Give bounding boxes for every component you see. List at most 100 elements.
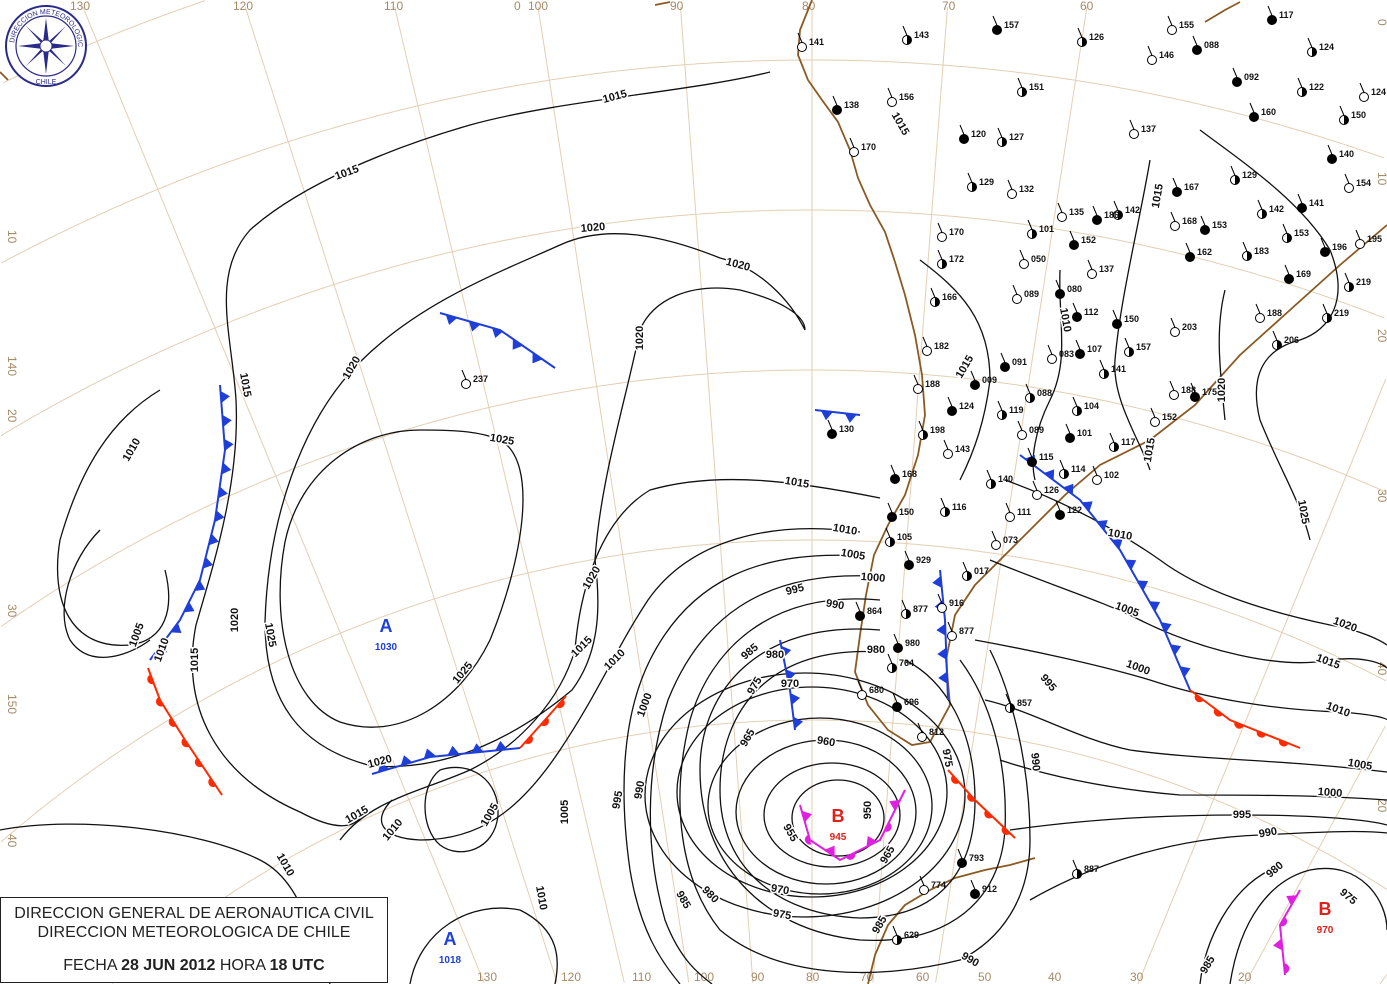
station-circle-icon — [959, 134, 969, 144]
station-pressure: 080 — [1067, 284, 1082, 294]
isobar — [649, 575, 871, 984]
isobar-label: 1015 — [1314, 652, 1341, 672]
wind-barb-icon — [937, 222, 943, 233]
cloud-cover-icon — [1064, 469, 1069, 479]
cold-front-triangle — [936, 623, 946, 636]
pressure-center-value: 1030 — [375, 642, 398, 653]
station-circle-icon — [1170, 327, 1180, 337]
station-plot: 151 — [1017, 77, 1044, 97]
isobar — [623, 554, 861, 984]
isobar-label: 1015 — [784, 475, 810, 491]
warm-front — [1189, 689, 1301, 749]
isobar-label: 990 — [1258, 825, 1278, 840]
isobar-label: 1010 — [1057, 307, 1073, 333]
station-plot: 142 — [1257, 199, 1284, 219]
cloud-cover-icon — [1077, 869, 1082, 879]
station-plot: 157 — [992, 15, 1019, 35]
station-pressure: 812 — [929, 727, 944, 737]
isobar-label: 1000 — [1124, 658, 1151, 678]
organization-line1: DIRECCION GENERAL DE AERONAUTICA CIVIL — [14, 905, 374, 922]
wind-barb-icon — [1025, 383, 1031, 394]
pressure-center-letter: B — [1319, 899, 1332, 919]
station-plot: 172 — [937, 249, 964, 269]
isobar — [989, 559, 1387, 669]
isobar-label: 1015 — [189, 648, 201, 672]
station-circle-icon — [1057, 212, 1067, 222]
isobar — [1114, 159, 1151, 471]
hour-value: 18 UTC — [269, 957, 325, 974]
wind-barb-icon — [1232, 67, 1238, 78]
station-pressure: 120 — [971, 129, 986, 139]
latitude-label: 0 — [1375, 19, 1387, 26]
isobar — [191, 71, 771, 827]
station-pressure: 089 — [1029, 425, 1044, 435]
isobar-label: 950 — [862, 801, 874, 819]
isobar — [791, 779, 885, 857]
cold-front-triangle — [1286, 895, 1298, 906]
meridian-line — [1137, 378, 1387, 984]
wind-barb-icon — [930, 287, 936, 298]
station-circle-icon — [1147, 55, 1157, 65]
wind-barb-icon — [970, 370, 976, 381]
station-circle-icon — [1172, 187, 1182, 197]
station-pressure: 170 — [861, 142, 876, 152]
isobar-label: 965 — [878, 844, 898, 866]
cold-front-triangle — [1081, 501, 1093, 512]
low-pressure-center: B 945 — [830, 806, 847, 843]
wind-barb-icon — [1200, 215, 1206, 226]
isobar-label: 975 — [1337, 886, 1359, 907]
station-pressure: 188 — [1267, 308, 1282, 318]
station-circle-icon — [917, 732, 927, 742]
latitude-label: 30 — [1375, 489, 1387, 503]
warm-front — [519, 695, 567, 749]
isobar — [339, 478, 881, 841]
station-pressure: 114 — [1071, 464, 1086, 474]
station-pressure: 126 — [1044, 485, 1059, 495]
station-plot: 157 — [1124, 337, 1151, 357]
wind-barb-icon — [913, 374, 919, 385]
station-circle-icon — [1092, 475, 1102, 485]
wind-barb-icon — [1307, 37, 1313, 48]
cloud-cover-icon — [972, 182, 977, 192]
station-plot: 140 — [986, 469, 1013, 489]
station-plot: 146 — [1147, 45, 1174, 65]
isobar-label: 960 — [816, 734, 836, 749]
wind-barb-icon — [1069, 230, 1075, 241]
wind-barb-icon — [1017, 77, 1023, 88]
station-circle-icon — [947, 631, 957, 641]
station-pressure: 168 — [1182, 216, 1197, 226]
station-pressure: 101 — [1039, 224, 1054, 234]
station-pressure: 172 — [949, 254, 964, 264]
warm-front-semicircle — [1001, 826, 1011, 836]
cloud-cover-icon — [906, 609, 911, 619]
station-plot: 141 — [797, 32, 824, 52]
warm-front-semicircle — [147, 674, 154, 685]
wind-barb-icon — [1075, 339, 1081, 350]
station-plot: 206 — [1272, 330, 1299, 350]
meridian-line — [872, 7, 948, 983]
wind-barb-icon — [947, 621, 953, 632]
cold-front-triangle — [1044, 469, 1055, 481]
cold-front-triangle — [400, 755, 413, 766]
station-circle-icon — [937, 603, 947, 613]
wind-barb-icon — [1005, 502, 1011, 513]
date-time-line: FECHA 28 JUN 2012 HORA 18 UTC — [1, 957, 387, 975]
pressure-center-value: 1018 — [439, 955, 462, 966]
station-circle-icon — [1007, 189, 1017, 199]
station-plot: 186 — [1092, 205, 1119, 225]
isobar-label: 1010 — [533, 885, 549, 911]
meridian-line — [680, 7, 754, 983]
station-plot: 168 — [1170, 211, 1197, 231]
wind-barb-icon — [885, 527, 891, 538]
station-plot: 124 — [1307, 37, 1334, 57]
cold-front-triangle — [220, 390, 230, 403]
station-pressure: 887 — [1084, 864, 1099, 874]
station-circle-icon — [1055, 510, 1065, 520]
station-plot: 141 — [1297, 193, 1324, 213]
meridian-line — [537, 7, 690, 983]
station-plot: 877 — [947, 621, 974, 641]
station-pressure: 105 — [897, 532, 912, 542]
isobar-label: 1025 — [450, 660, 475, 686]
cold-front-triangle — [790, 692, 801, 705]
